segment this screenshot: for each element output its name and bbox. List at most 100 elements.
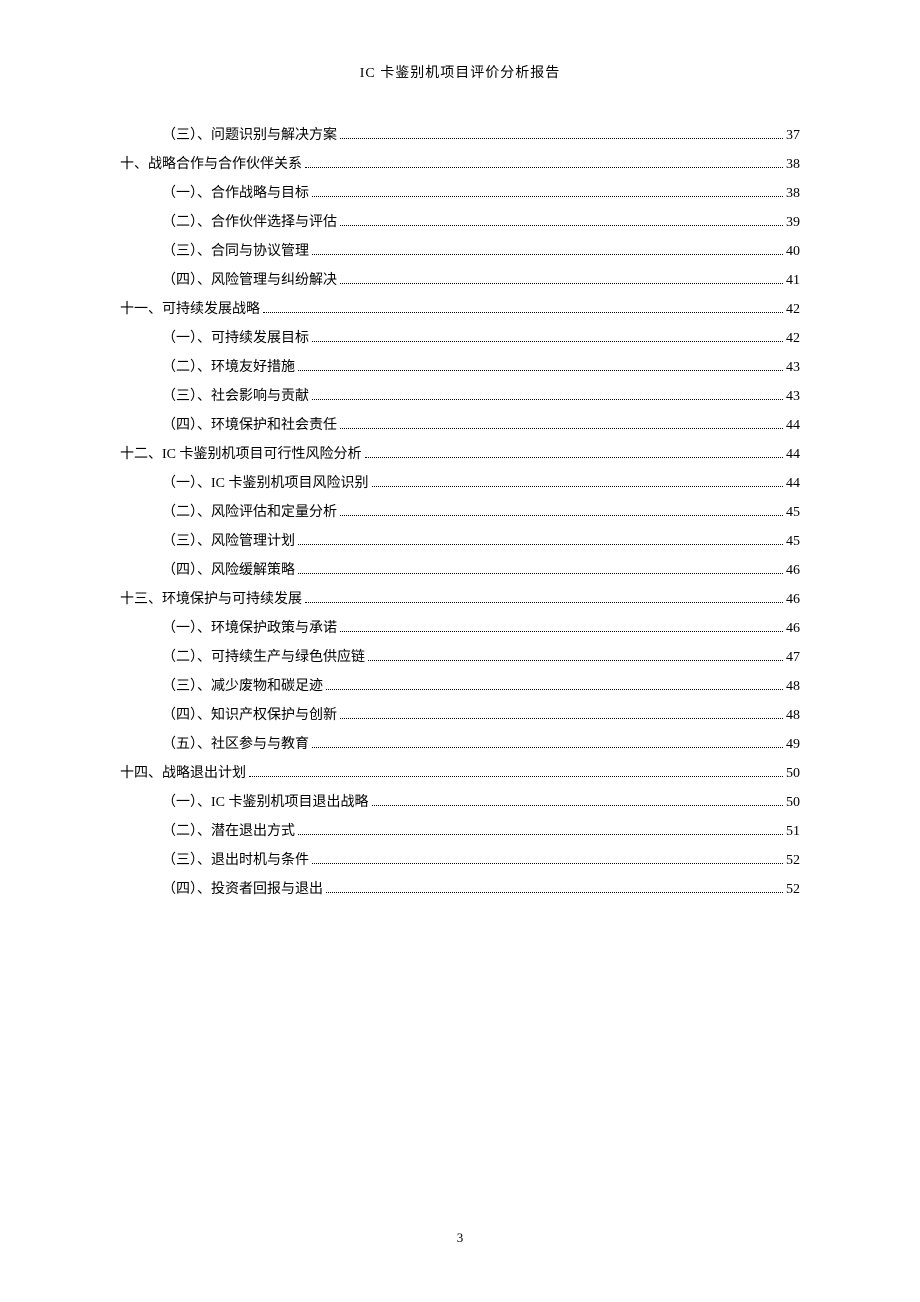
toc-dot-leader — [263, 312, 783, 313]
toc-entry-label: （二）、环境友好措施 — [162, 354, 295, 382]
toc-entry-label: （四）、知识产权保护与创新 — [162, 702, 337, 730]
toc-entry: （一）、合作战略与目标 38 — [162, 180, 800, 208]
toc-entry-label: 十、战略合作与合作伙伴关系 — [120, 151, 302, 179]
toc-entry-label: （二）、风险评估和定量分析 — [162, 499, 337, 527]
toc-entry-page: 45 — [786, 499, 800, 527]
toc-entry: （三）、退出时机与条件 52 — [162, 847, 800, 875]
page-number: 3 — [0, 1230, 920, 1246]
toc-entry: （四）、投资者回报与退出 52 — [162, 876, 800, 904]
toc-dot-leader — [340, 428, 783, 429]
toc-entry-label: （一）、IC 卡鉴别机项目退出战略 — [162, 789, 369, 817]
toc-entry: （一）、可持续发展目标42 — [162, 325, 800, 353]
toc-entry: （三）、社会影响与贡献 43 — [162, 383, 800, 411]
toc-entry-label: （一）、可持续发展目标 — [162, 325, 309, 353]
toc-entry: （二）、环境友好措施 43 — [162, 354, 800, 382]
toc-entry-label: （三）、风险管理计划 — [162, 528, 295, 556]
toc-dot-leader — [340, 515, 783, 516]
toc-entry-label: （三）、问题识别与解决方案 — [162, 122, 337, 150]
toc-entry-page: 48 — [786, 702, 800, 730]
toc-entry-page: 43 — [786, 383, 800, 411]
toc-entry-page: 44 — [786, 412, 800, 440]
toc-entry-label: （二）、合作伙伴选择与评估 — [162, 209, 337, 237]
toc-dot-leader — [312, 196, 783, 197]
toc-entry-label: 十一、可持续发展战略 — [120, 296, 260, 324]
toc-dot-leader — [372, 486, 784, 487]
toc-entry-page: 38 — [786, 151, 800, 179]
toc-entry-page: 44 — [786, 441, 800, 469]
toc-entry-page: 46 — [786, 557, 800, 585]
toc-entry: （四）、知识产权保护与创新 48 — [162, 702, 800, 730]
toc-entry: 十三、环境保护与可持续发展46 — [120, 586, 800, 614]
toc-dot-leader — [340, 283, 783, 284]
toc-dot-leader — [298, 544, 783, 545]
toc-entry-page: 41 — [786, 267, 800, 295]
toc-entry-page: 38 — [786, 180, 800, 208]
toc-entry: （五）、社区参与与教育 49 — [162, 731, 800, 759]
toc-dot-leader — [372, 805, 784, 806]
toc-entry-label: 十四、战略退出计划 — [120, 760, 246, 788]
toc-entry-label: （一）、环境保护政策与承诺 — [162, 615, 337, 643]
toc-entry: 十四、战略退出计划 50 — [120, 760, 800, 788]
toc-dot-leader — [312, 747, 783, 748]
toc-dot-leader — [312, 254, 783, 255]
toc-dot-leader — [340, 631, 783, 632]
document-page: IC 卡鉴别机项目评价分析报告 （三）、问题识别与解决方案37十、战略合作与合作… — [0, 0, 920, 904]
toc-dot-leader — [305, 602, 783, 603]
toc-entry: 十一、可持续发展战略 42 — [120, 296, 800, 324]
toc-dot-leader — [305, 167, 783, 168]
toc-entry-label: （三）、合同与协议管理 — [162, 238, 309, 266]
toc-dot-leader — [312, 341, 783, 342]
toc-dot-leader — [340, 225, 783, 226]
toc-entry: （二）、风险评估和定量分析 45 — [162, 499, 800, 527]
toc-dot-leader — [326, 689, 783, 690]
page-header: IC 卡鉴别机项目评价分析报告 — [120, 62, 800, 82]
toc-entry-label: （二）、可持续生产与绿色供应链 — [162, 644, 365, 672]
toc-entry-page: 50 — [786, 760, 800, 788]
toc-entry-page: 51 — [786, 818, 800, 846]
toc-entry-page: 46 — [786, 615, 800, 643]
toc-entry-label: （四）、环境保护和社会责任 — [162, 412, 337, 440]
toc-entry: 十、战略合作与合作伙伴关系 38 — [120, 151, 800, 179]
toc-entry-page: 49 — [786, 731, 800, 759]
toc-entry: （四）、环境保护和社会责任 44 — [162, 412, 800, 440]
toc-dot-leader — [298, 573, 783, 574]
toc-entry-page: 46 — [786, 586, 800, 614]
toc-entry-label: （二）、潜在退出方式 — [162, 818, 295, 846]
toc-entry: （二）、合作伙伴选择与评估39 — [162, 209, 800, 237]
toc-dot-leader — [312, 863, 783, 864]
toc-entry-label: （四）、投资者回报与退出 — [162, 876, 323, 904]
toc-entry-page: 48 — [786, 673, 800, 701]
toc-entry: 十二、IC 卡鉴别机项目可行性风险分析44 — [120, 441, 800, 469]
toc-entry-label: （四）、风险管理与纠纷解决 — [162, 267, 337, 295]
toc-entry: （三）、合同与协议管理 40 — [162, 238, 800, 266]
toc-dot-leader — [340, 138, 783, 139]
toc-entry-page: 42 — [786, 296, 800, 324]
page-number-value: 3 — [457, 1230, 464, 1245]
toc-entry-page: 45 — [786, 528, 800, 556]
toc-entry-page: 40 — [786, 238, 800, 266]
toc-entry-page: 43 — [786, 354, 800, 382]
toc-dot-leader — [249, 776, 783, 777]
toc-dot-leader — [368, 660, 783, 661]
toc-entry-page: 50 — [786, 789, 800, 817]
toc-entry: （四）、风险缓解策略 46 — [162, 557, 800, 585]
toc-entry-label: （一）、IC 卡鉴别机项目风险识别 — [162, 470, 369, 498]
toc-entry-page: 52 — [786, 847, 800, 875]
toc-dot-leader — [298, 834, 783, 835]
toc-entry: （三）、问题识别与解决方案 37 — [162, 122, 800, 150]
toc-entry-label: （三）、退出时机与条件 — [162, 847, 309, 875]
toc-entry-label: （三）、社会影响与贡献 — [162, 383, 309, 411]
toc-dot-leader — [312, 399, 783, 400]
header-title: IC 卡鉴别机项目评价分析报告 — [360, 66, 561, 81]
toc-entry: （三）、减少废物和碳足迹48 — [162, 673, 800, 701]
toc-entry-page: 52 — [786, 876, 800, 904]
toc-entry-page: 37 — [786, 122, 800, 150]
toc-dot-leader — [298, 370, 783, 371]
toc-entry: （二）、可持续生产与绿色供应链47 — [162, 644, 800, 672]
toc-entry-label: （一）、合作战略与目标 — [162, 180, 309, 208]
toc-entry-page: 44 — [786, 470, 800, 498]
toc-entry-label: （四）、风险缓解策略 — [162, 557, 295, 585]
toc-dot-leader — [365, 457, 784, 458]
toc-entry: （四）、风险管理与纠纷解决 41 — [162, 267, 800, 295]
toc-entry-label: （五）、社区参与与教育 — [162, 731, 309, 759]
